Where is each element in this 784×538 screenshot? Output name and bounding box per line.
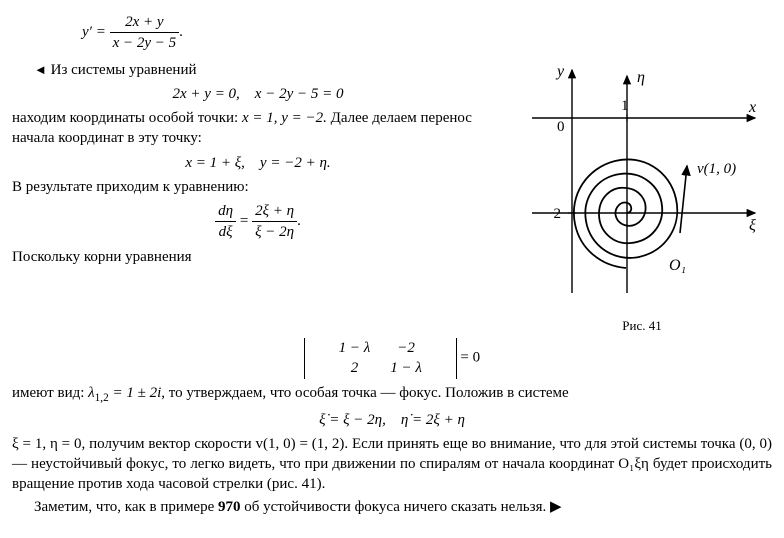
y-label: y bbox=[555, 63, 565, 80]
determinant-eq: 1 − λ −2 2 1 − λ = 0 bbox=[12, 338, 772, 379]
para1b: x = 1, y = −2. bbox=[242, 110, 327, 126]
para2: В результате приходим к уравнению: bbox=[12, 177, 504, 197]
para1a: находим координаты особой точки: bbox=[12, 110, 242, 126]
para6a: Заметим, что, как в примере bbox=[34, 499, 218, 515]
eta-label: η bbox=[637, 69, 645, 86]
para1: находим координаты особой точки: x = 1, … bbox=[12, 108, 504, 149]
para6: Заметим, что, как в примере 970 об устой… bbox=[12, 497, 772, 517]
trans-lhs-den: dξ bbox=[215, 222, 236, 242]
det-r1c1: 1 − λ bbox=[329, 338, 381, 358]
tick-1: 1 bbox=[621, 98, 629, 114]
tick-0: 0 bbox=[557, 119, 565, 135]
tick-neg2: −2 bbox=[545, 206, 561, 222]
trans-mid: = bbox=[236, 213, 252, 229]
det-r2c1: 2 bbox=[329, 358, 381, 378]
trans-rhs-num: 2ξ + η bbox=[252, 201, 297, 222]
eq-den: x − 2y − 5 bbox=[110, 33, 180, 53]
trans-rhs-den: ξ − 2η bbox=[252, 222, 297, 242]
eq-tail: . bbox=[179, 24, 183, 40]
system-eq: 2x + y = 0, x − 2y − 5 = 0 bbox=[12, 84, 504, 104]
eq-num: 2x + y bbox=[110, 12, 180, 33]
para4sub: 1,2 bbox=[95, 392, 109, 404]
o1-label: O₁ bbox=[669, 257, 686, 274]
figure-caption: Рис. 41 bbox=[512, 317, 772, 335]
line1-wrap: ◄ Из системы уравнений bbox=[12, 60, 504, 80]
eq-lhs: y′ = bbox=[82, 24, 106, 40]
main-equation: y′ = 2x + y x − 2y − 5 . bbox=[12, 12, 772, 54]
trans-lhs-num: dη bbox=[215, 201, 236, 222]
trans-tail: . bbox=[297, 213, 301, 229]
para5: ξ = 1, η = 0, получим вектор скорости v(… bbox=[12, 434, 772, 495]
para3: Поскольку корни уравнения bbox=[12, 247, 504, 267]
shift-eq: x = 1 + ξ, y = −2 + η. bbox=[12, 153, 504, 173]
x-label: x bbox=[748, 99, 756, 116]
proof-start-marker: ◄ bbox=[34, 62, 47, 77]
para6bold: 970 bbox=[218, 499, 241, 515]
para6b: об устойчивости фокуса ничего сказать не… bbox=[241, 499, 562, 515]
det-r1c2: −2 bbox=[380, 338, 432, 358]
para4d: , то утверждаем, что особая точка — фоку… bbox=[161, 385, 568, 401]
line1: Из системы уравнений bbox=[51, 62, 197, 78]
transformed-eq: dη dξ = 2ξ + η ξ − 2η . bbox=[12, 201, 504, 243]
det-r2c2: 1 − λ bbox=[380, 358, 432, 378]
phase-portrait-figure: y η x ξ 0 1 −2 v(1, 0) O₁ bbox=[517, 58, 767, 313]
para4c: = 1 ± 2i bbox=[109, 385, 162, 401]
para4: имеют вид: λ1,2 = 1 ± 2i, то утверждаем,… bbox=[12, 383, 772, 406]
xi-label: ξ bbox=[749, 217, 756, 234]
dotted-system-eq: ξ̇ = ξ − 2η, η̇ = 2ξ + η bbox=[12, 410, 772, 430]
para4a: имеют вид: bbox=[12, 385, 88, 401]
v-label: v(1, 0) bbox=[697, 161, 736, 177]
det-rhs: = 0 bbox=[457, 350, 480, 366]
